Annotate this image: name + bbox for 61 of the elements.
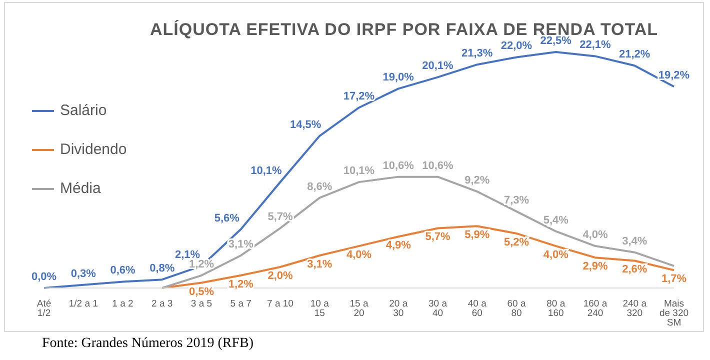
data-label: 22,1% [580,39,612,52]
x-tick-label: 160 a 240 [583,298,608,320]
data-label: 17,2% [343,90,375,103]
data-label: 4,0% [582,229,608,242]
x-tick-label: 40 a 60 [468,298,488,320]
data-label: 4,0% [346,249,372,262]
x-tick-label: 20 a 30 [389,298,408,320]
legend-label: Salário [59,102,108,119]
x-tick-label: 5 a 7 [230,298,252,310]
data-label: 0,6% [110,264,136,277]
x-tick-label: 15 a 20 [350,298,369,320]
data-label: 19,0% [382,72,414,84]
x-tick-label: 2 a 3 [152,298,173,310]
data-label: 21,2% [619,48,650,61]
x-tick-label: 80 a 160 [546,298,566,320]
x-tick-label: 30 a 40 [428,298,448,320]
data-label: 19,2% [658,70,690,82]
data-label: 5,9% [464,229,490,242]
x-tick-label: 3 a 5 [190,298,212,310]
data-label: 9,2% [464,174,490,186]
data-label: 2,9% [582,260,608,273]
x-tick-label: 10 a 15 [310,298,330,320]
data-label: 10,1% [343,165,375,178]
data-label: 7,3% [504,194,530,206]
data-label: 14,5% [290,118,322,131]
data-label: 5,6% [214,212,240,224]
legend-label: Média [59,180,102,197]
data-label: 20,1% [422,60,454,72]
data-label: 0,3% [70,268,96,280]
x-tick-label: 7 a 10 [267,298,294,310]
data-label: 21,3% [462,48,493,60]
data-label: 22,0% [500,40,532,52]
data-label: 2,0% [268,270,293,282]
data-label: 10,6% [382,160,414,172]
data-label: 10,6% [422,160,454,172]
x-tick-label: 1 a 2 [112,298,134,310]
data-label: 0,8% [150,262,175,275]
data-label: 4,0% [543,249,569,262]
data-label: 5,7% [268,211,293,224]
data-label: 2,6% [622,264,648,276]
data-label: 2,1% [174,248,200,261]
data-label: 1,7% [661,273,687,286]
data-label: 8,6% [307,180,332,193]
x-tick-label: Mais de 320 SM [659,298,689,329]
data-label: 5,2% [504,236,530,248]
x-tick-label: 60 a 80 [507,298,526,320]
data-label: 0,5% [188,286,214,298]
data-label: 4,9% [386,240,412,252]
data-label: 3,4% [622,235,648,248]
data-label: 5,7% [425,231,450,244]
x-tick-label: 240 a 320 [622,298,648,320]
source-note: Fonte: Grandes Números 2019 (RFB) [42,336,254,352]
data-label: 0,0% [31,271,57,283]
x-tick-label: 1/2 a 1 [68,298,98,310]
data-label: 1,2% [228,278,254,290]
data-label: 10,1% [250,165,282,178]
data-label: 5,4% [543,214,569,226]
data-label: 3,1% [307,258,332,270]
x-tick-label: Até 1/2 [36,298,52,320]
data-label: 3,1% [228,238,254,250]
legend-label: Dividendo [59,141,127,158]
